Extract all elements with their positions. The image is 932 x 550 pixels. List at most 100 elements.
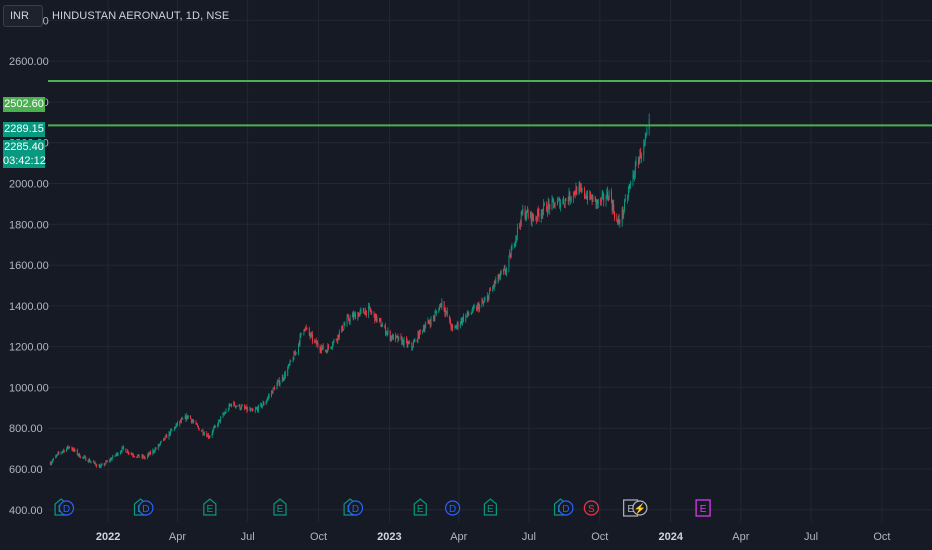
event-marker-earnings[interactable]: E xyxy=(483,498,497,516)
currency-button[interactable]: INR xyxy=(3,5,43,27)
event-marker-earnings[interactable]: E xyxy=(273,498,287,516)
candle-body xyxy=(603,194,605,202)
candle-body xyxy=(234,402,236,406)
candle-body xyxy=(407,342,409,346)
candle-body xyxy=(524,208,526,219)
candle-body xyxy=(476,307,478,311)
candle-body xyxy=(601,194,603,198)
candle-body xyxy=(391,336,393,339)
event-marker-dividend[interactable]: D xyxy=(445,500,461,516)
candle-body xyxy=(282,376,284,380)
x-tick-label: Oct xyxy=(591,531,608,543)
candle-body xyxy=(88,459,90,462)
candle-body xyxy=(624,198,626,202)
candle-body xyxy=(117,453,119,456)
price-tag-last: 2285.40 03:42:12 xyxy=(3,140,46,168)
candle-body xyxy=(279,382,281,385)
candle-body xyxy=(249,408,251,411)
candle-body xyxy=(235,406,237,408)
candle-body xyxy=(100,466,101,468)
event-marker-split[interactable]: S xyxy=(583,500,599,516)
candle-body xyxy=(268,395,270,397)
candle-body xyxy=(234,405,236,408)
candle-body xyxy=(347,316,349,318)
candle-body xyxy=(392,334,394,341)
candle-body xyxy=(206,433,208,437)
event-marker-earnings[interactable]: E xyxy=(203,498,217,516)
candle-body xyxy=(342,325,343,331)
candle-body xyxy=(58,452,60,454)
candle-body xyxy=(228,404,230,410)
event-marker-dividend[interactable]: D xyxy=(347,500,364,516)
candle-body xyxy=(542,210,544,215)
candle-body xyxy=(374,314,376,321)
candle-body xyxy=(325,350,327,352)
candle-body xyxy=(513,245,515,247)
candle-body xyxy=(471,312,473,314)
candle-body xyxy=(400,336,402,338)
event-marker-dividend[interactable]: D xyxy=(138,500,154,516)
event-marker-earnings[interactable]: E xyxy=(413,498,427,516)
candle-body xyxy=(126,450,128,453)
candle-body xyxy=(543,203,545,205)
candle-body xyxy=(533,218,535,221)
candle-body xyxy=(241,405,243,407)
candle-body xyxy=(159,443,161,446)
candle-body xyxy=(441,301,443,307)
candle-body xyxy=(202,430,204,434)
candle-body xyxy=(520,223,521,225)
candle-body xyxy=(158,444,160,446)
candle-body xyxy=(252,410,254,412)
candle-body xyxy=(552,199,554,201)
candle-body xyxy=(268,396,269,398)
candle-body xyxy=(526,210,528,217)
candle-body xyxy=(514,243,516,246)
candle-body xyxy=(619,221,621,223)
candle-body xyxy=(358,313,360,317)
candle-body xyxy=(143,456,145,458)
candle-body xyxy=(645,134,647,139)
candle-body xyxy=(343,325,345,329)
candle-body xyxy=(605,198,607,202)
candle-body xyxy=(298,343,300,345)
candle-body xyxy=(454,326,456,329)
event-marker-dividend[interactable]: D xyxy=(558,500,574,516)
candle-body xyxy=(570,198,572,199)
candle-body xyxy=(354,313,356,315)
candle-body xyxy=(623,210,625,215)
candle-body xyxy=(449,315,451,320)
event-marker-dividend[interactable]: D xyxy=(58,500,75,516)
candle-body xyxy=(348,320,350,322)
x-tick-label: Apr xyxy=(450,531,467,543)
candle-body xyxy=(516,235,518,238)
candle-body xyxy=(433,317,435,319)
candle-body xyxy=(412,347,414,349)
candle-body xyxy=(589,192,591,200)
candle-body xyxy=(87,460,89,462)
candle-body xyxy=(93,461,94,463)
last-price-value: 2285.40 xyxy=(4,141,44,153)
candle-body xyxy=(283,378,285,380)
candle-body xyxy=(224,413,225,415)
candle-body xyxy=(597,200,599,204)
event-marker-lightning[interactable]: ⚡ xyxy=(632,500,648,516)
candle-body xyxy=(326,350,328,353)
candle-body xyxy=(67,446,69,449)
candle-body xyxy=(402,339,404,344)
candle-body xyxy=(610,191,612,202)
event-marker-future_alt[interactable]: E xyxy=(695,499,711,517)
candle-body xyxy=(96,465,98,467)
candle-body xyxy=(460,319,462,324)
candle-body xyxy=(455,326,457,328)
candle-body xyxy=(346,316,348,324)
candle-body xyxy=(470,313,472,315)
candle-body xyxy=(246,406,248,411)
candle-body xyxy=(191,420,193,422)
candle-body xyxy=(76,449,78,455)
candle-body xyxy=(197,426,199,428)
candle-body xyxy=(506,268,508,273)
candle-body xyxy=(200,430,202,432)
candle-body xyxy=(195,422,197,424)
event-marker-label: ⚡ xyxy=(634,502,646,515)
